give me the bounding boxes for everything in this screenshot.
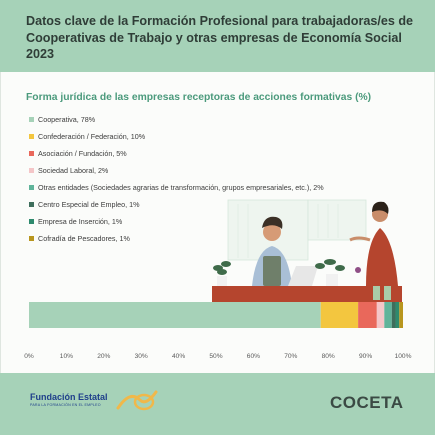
x-tick-label: 90% (359, 353, 372, 360)
x-tick-label: 80% (322, 353, 335, 360)
fundacion-mark-icon (116, 390, 158, 411)
legend-label: Asociación / Fundación, 5% (38, 148, 127, 158)
bar-segment (399, 302, 403, 328)
fundacion-name: Fundación Estatal (30, 392, 108, 402)
bar-segment (376, 302, 385, 328)
fundacion-tagline: PARA LA FORMACIÓN EN EL EMPLEO (30, 403, 101, 407)
legend-label: Cooperativa, 78% (38, 114, 96, 124)
legend-item: Cofradía de Pescadores, 1% (29, 232, 130, 244)
x-tick-label: 0% (24, 353, 34, 360)
header-banner: Datos clave de la Formación Profesional … (0, 0, 435, 72)
x-tick-label: 100% (395, 353, 412, 360)
bar-segment (395, 302, 400, 328)
x-tick-label: 30% (135, 353, 148, 360)
x-tick-label: 40% (172, 353, 185, 360)
coceta-logo: COCETA (330, 393, 404, 412)
legend-swatch (29, 116, 34, 122)
bar-segment (320, 302, 359, 328)
office-illustration (212, 199, 402, 302)
chart-title: Forma jurídica de las empresas receptora… (26, 92, 372, 103)
legend-item: Empresa de Inserción, 1% (29, 215, 122, 227)
x-tick-label: 10% (60, 353, 73, 360)
legend-item: Centro Especial de Empleo, 1% (29, 198, 139, 210)
legend-label: Empresa de Inserción, 1% (38, 216, 123, 226)
bar-segment (358, 302, 377, 328)
legend-swatch (29, 201, 34, 207)
x-tick-label: 70% (284, 353, 297, 360)
stacked-bar (29, 302, 403, 328)
legend-label: Centro Especial de Empleo, 1% (38, 199, 140, 209)
page-title: Datos clave de la Formación Profesional … (26, 14, 414, 61)
x-tick-label: 20% (97, 353, 110, 360)
fundacion-estatal-logo: Fundación Estatal PARA LA FORMACIÓN EN E… (30, 392, 108, 407)
legend-item: Cooperativa, 78% (29, 113, 95, 125)
legend-label: Sociedad Laboral, 2% (38, 165, 109, 175)
legend-swatch (29, 133, 34, 139)
legend-label: Confederación / Federación, 10% (38, 131, 146, 141)
legend-label: Cofradía de Pescadores, 1% (38, 233, 130, 243)
x-tick-label: 50% (209, 353, 222, 360)
legend-item: Asociación / Fundación, 5% (29, 147, 127, 159)
legend-swatch (29, 184, 34, 190)
footer-banner (0, 373, 435, 435)
legend-item: Confederación / Federación, 10% (29, 130, 145, 142)
x-tick-label: 60% (247, 353, 260, 360)
x-axis: 0% 10% 20% 30% 40% 50% 60% 70% 80% 90% 100% (24, 353, 411, 360)
legend-swatch (29, 167, 34, 173)
bar-segment (391, 302, 396, 328)
bar-segment (384, 302, 392, 328)
legend-item: Sociedad Laboral, 2% (29, 164, 108, 176)
legend-label: Otras entidades (Sociedades agrarias de … (38, 182, 324, 192)
legend-item: Otras entidades (Sociedades agrarias de … (29, 181, 324, 193)
bar-segment (29, 302, 321, 328)
legend-swatch (29, 150, 34, 156)
legend-swatch (29, 235, 34, 241)
legend-swatch (29, 218, 34, 224)
